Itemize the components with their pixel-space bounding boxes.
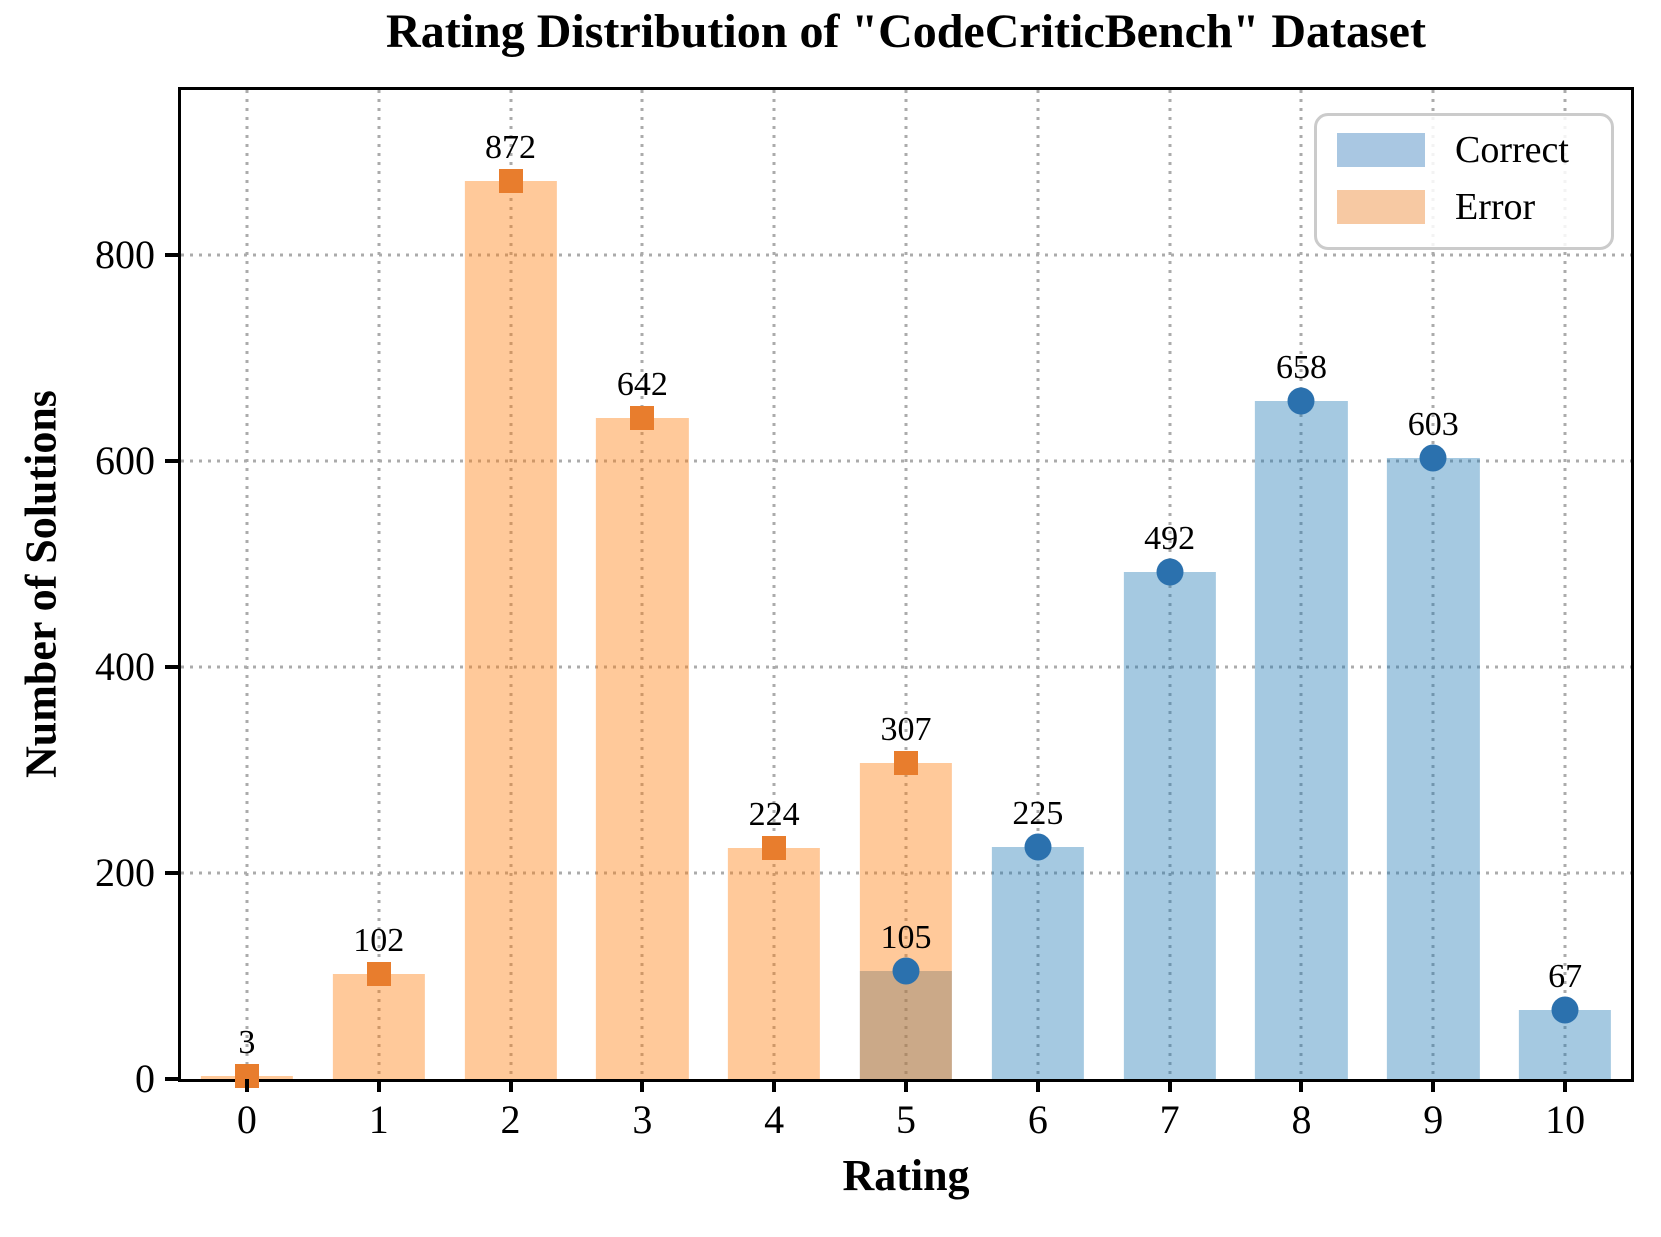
x-tick-mark-5 xyxy=(904,1079,908,1092)
x-tick-mark-0 xyxy=(244,1079,249,1092)
marker-error-1 xyxy=(366,961,391,986)
marker-error-5 xyxy=(894,750,918,775)
value-label-error-2: 872 xyxy=(485,128,537,166)
gridline-horizontal-600 xyxy=(181,459,1631,463)
legend: Correct Error xyxy=(1314,113,1614,250)
gridline-vertical-3 xyxy=(640,90,644,1079)
x-tick-mark-3 xyxy=(640,1079,645,1092)
plot-area: 105 225 492 658 603 67 3 102 872 642 224 307 0 200 400… xyxy=(95,87,1634,1140)
gridline-vertical-0 xyxy=(245,90,249,1079)
bar-correct-7 xyxy=(1123,572,1216,1079)
marker-correct-9 xyxy=(1419,444,1447,472)
gridline-vertical-1 xyxy=(377,90,381,1079)
x-tick-mark-1 xyxy=(376,1079,381,1092)
x-tick-mark-4 xyxy=(772,1079,777,1092)
x-tick-mark-10 xyxy=(1563,1079,1568,1092)
x-tick-label-7: 7 xyxy=(1159,1097,1180,1142)
x-tick-mark-6 xyxy=(1035,1079,1040,1092)
bar-error-3 xyxy=(596,417,689,1079)
x-tick-label-2: 2 xyxy=(500,1097,521,1142)
x-tick-label-10: 10 xyxy=(1545,1097,1586,1142)
y-tick-label-0: 0 xyxy=(135,1056,155,1101)
gridline-vertical-10 xyxy=(1563,90,1567,1079)
y-tick-label-600: 600 xyxy=(95,437,155,483)
marker-error-2 xyxy=(498,168,523,193)
gridline-horizontal-800 xyxy=(181,253,1631,257)
y-tick-mark-600 xyxy=(165,458,178,463)
x-tick-label-5: 5 xyxy=(896,1097,916,1142)
marker-error-3 xyxy=(630,405,655,430)
gridline-horizontal-400 xyxy=(181,665,1631,669)
legend-item-correct: Correct xyxy=(1337,131,1569,169)
gridline-vertical-8 xyxy=(1299,90,1303,1079)
x-tick-mark-2 xyxy=(508,1079,513,1092)
bar-error-5 xyxy=(859,762,953,1079)
value-label-error-5: 307 xyxy=(880,710,932,748)
marker-correct-7 xyxy=(1156,558,1184,586)
legend-label-correct: Correct xyxy=(1455,129,1569,171)
y-axis-label: Number of Solutions xyxy=(16,390,66,779)
y-tick-mark-0 xyxy=(165,1077,178,1081)
y-tick-mark-800 xyxy=(165,252,178,257)
gridline-horizontal-200 xyxy=(181,871,1631,875)
x-tick-label-4: 4 xyxy=(764,1097,785,1142)
legend-swatch-error xyxy=(1337,190,1425,224)
y-tick-mark-200 xyxy=(165,870,178,875)
bar-correct-8 xyxy=(1255,401,1348,1079)
gridline-vertical-2 xyxy=(509,90,513,1079)
value-label-correct-10: 67 xyxy=(1548,957,1583,995)
y-tick-label-800: 800 xyxy=(95,231,155,277)
x-tick-label-6: 6 xyxy=(1027,1097,1048,1142)
marker-error-4 xyxy=(762,836,787,861)
gridline-vertical-6 xyxy=(1036,90,1040,1079)
value-label-correct-7: 492 xyxy=(1144,520,1196,558)
value-label-correct-8: 658 xyxy=(1275,349,1327,387)
bar-error-4 xyxy=(728,848,821,1079)
x-tick-label-3: 3 xyxy=(632,1097,653,1142)
marker-correct-5 xyxy=(892,957,920,985)
chart-title: Rating Distribution of "CodeCriticBench"… xyxy=(386,5,1426,58)
bar-error-1 xyxy=(332,973,425,1079)
plot-inner: 105 225 492 658 603 67 3 102 872 642 224 307 0 200 400… xyxy=(95,90,1631,1140)
x-tick-mark-7 xyxy=(1167,1079,1172,1092)
marker-correct-6 xyxy=(1024,833,1052,861)
y-tick-mark-400 xyxy=(165,664,178,669)
legend-swatch-correct xyxy=(1337,133,1425,167)
x-tick-label-8: 8 xyxy=(1291,1097,1312,1142)
gridline-vertical-5 xyxy=(904,90,908,1079)
value-label-correct-6: 225 xyxy=(1012,795,1064,833)
bar-correct-9 xyxy=(1387,457,1480,1079)
value-label-correct-5: 105 xyxy=(880,918,932,956)
y-tick-label-200: 200 xyxy=(95,849,155,895)
x-tick-label-0: 0 xyxy=(236,1097,257,1142)
bar-correct-5 xyxy=(859,970,953,1079)
bar-correct-6 xyxy=(991,847,1084,1079)
marker-correct-10 xyxy=(1551,996,1579,1024)
value-label-error-1: 102 xyxy=(353,921,405,959)
gridline-vertical-4 xyxy=(772,90,776,1079)
marker-correct-8 xyxy=(1287,387,1315,415)
x-tick-mark-8 xyxy=(1299,1079,1304,1092)
value-label-correct-9: 603 xyxy=(1407,405,1459,443)
legend-label-error: Error xyxy=(1455,186,1536,228)
legend-item-error: Error xyxy=(1337,188,1535,226)
bar-error-2 xyxy=(464,180,557,1079)
x-tick-label-9: 9 xyxy=(1423,1097,1444,1142)
value-label-error-0: 3 xyxy=(238,1023,256,1061)
x-tick-label-1: 1 xyxy=(368,1097,389,1142)
value-label-error-4: 224 xyxy=(748,796,800,834)
y-tick-label-400: 400 xyxy=(95,643,155,689)
value-label-error-3: 642 xyxy=(616,365,668,403)
gridline-vertical-9 xyxy=(1431,90,1435,1079)
x-tick-mark-9 xyxy=(1431,1079,1436,1092)
x-axis-label: Rating xyxy=(842,1151,970,1200)
